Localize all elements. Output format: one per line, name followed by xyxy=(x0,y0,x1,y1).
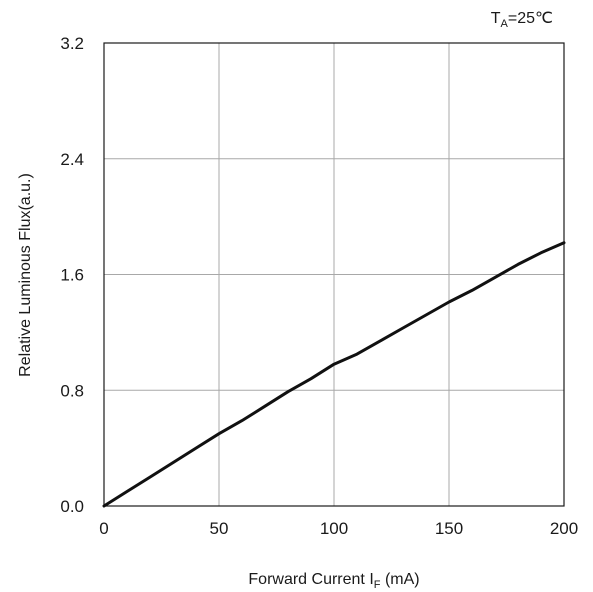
y-axis-title: Relative Luminous Flux(a.u.) xyxy=(17,173,34,377)
y-axis-ticks: 0.0 0.8 1.6 2.4 3.2 xyxy=(60,34,84,516)
x-tick-label: 50 xyxy=(210,519,229,538)
y-tick-label: 3.2 xyxy=(60,34,84,53)
y-tick-label: 0.0 xyxy=(60,497,84,516)
x-axis-title: Forward Current IF (mA) xyxy=(248,571,419,591)
series-line xyxy=(102,241,566,508)
plot-frame xyxy=(103,42,565,507)
x-tick-label: 150 xyxy=(435,519,463,538)
y-tick-label: 1.6 xyxy=(60,266,84,285)
series xyxy=(102,241,566,508)
x-tick-label: 0 xyxy=(99,519,108,538)
x-axis-ticks: 0 50 100 150 200 xyxy=(99,519,578,538)
x-tick-label: 200 xyxy=(550,519,578,538)
temperature-annotation: TA=25℃ xyxy=(491,10,553,30)
x-tick-label: 100 xyxy=(320,519,348,538)
grid xyxy=(104,43,564,506)
y-tick-label: 2.4 xyxy=(60,150,84,169)
y-tick-label: 0.8 xyxy=(60,381,84,400)
